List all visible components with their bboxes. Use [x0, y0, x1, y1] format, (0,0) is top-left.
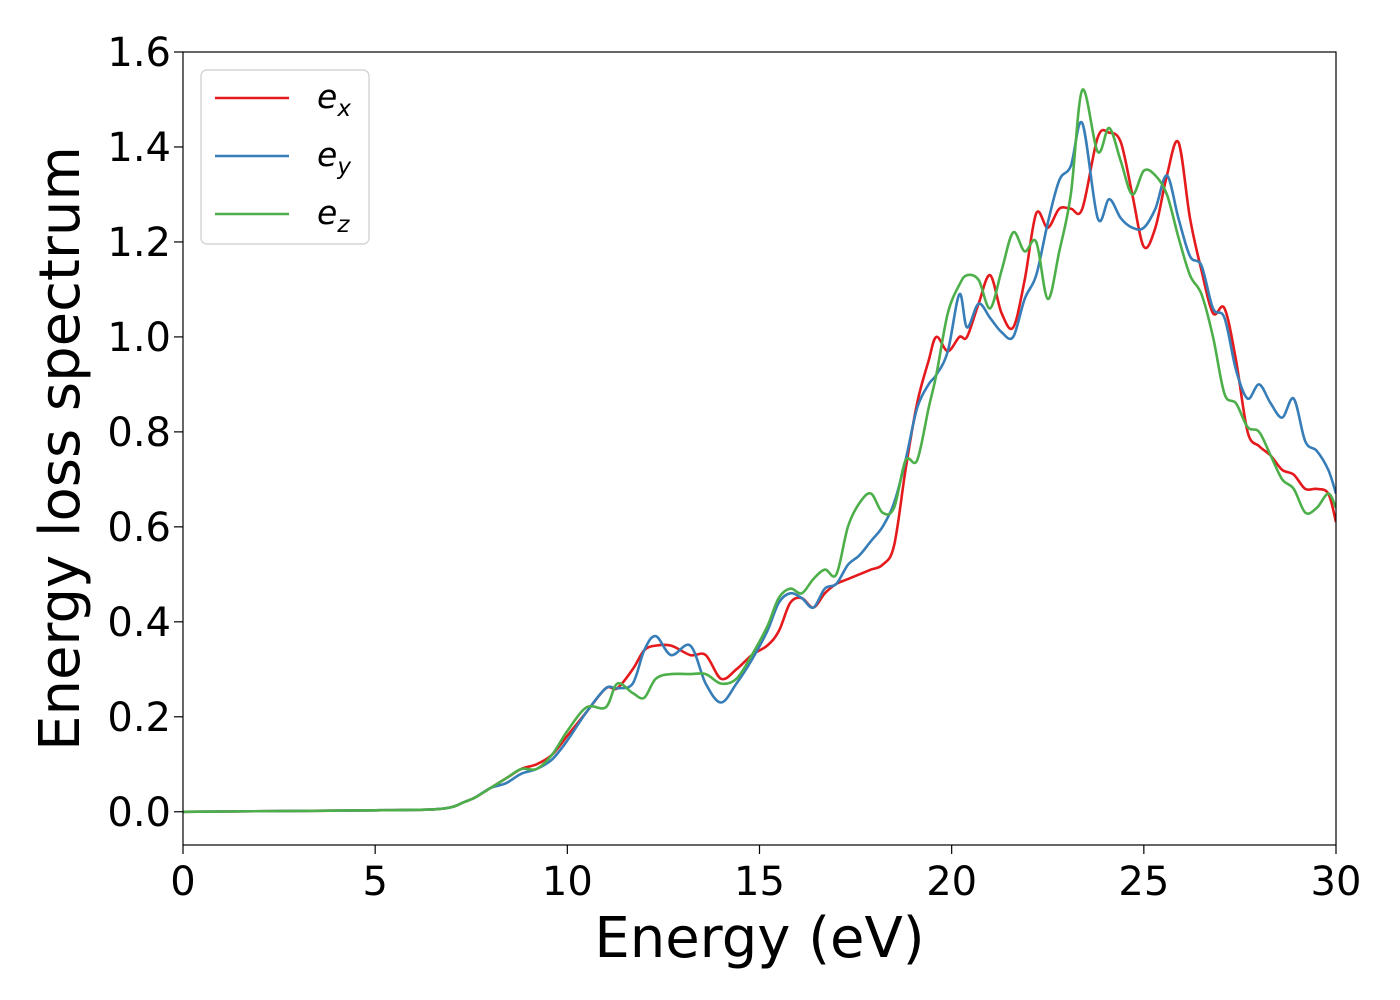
- series-line-e-z: [183, 88, 1336, 814]
- x-tick-label: 15: [734, 859, 785, 905]
- series-layer: [183, 88, 1336, 814]
- x-axis-ticks: 0 5 10 15 20 25 30: [170, 845, 1361, 905]
- legend-label: ex: [317, 77, 351, 122]
- x-tick-label: 30: [1311, 859, 1362, 905]
- y-axis-ticks: 0.0 0.2 0.4 0.6 0.8 1.0 1.2 1.4 1.6: [107, 30, 183, 836]
- legend-label: ey: [317, 135, 351, 180]
- series-line-e-y: [183, 120, 1336, 814]
- y-tick-label: 0.2: [107, 695, 171, 741]
- y-tick-label: 1.2: [107, 220, 171, 266]
- x-tick-label: 25: [1118, 859, 1169, 905]
- y-tick-label: 0.6: [107, 505, 171, 551]
- legend: ex ey ez: [200, 69, 370, 245]
- y-axis-label: Energy loss spectrum: [28, 146, 93, 751]
- x-tick-label: 5: [362, 859, 387, 905]
- y-tick-label: 1.6: [107, 30, 171, 76]
- y-tick-label: 1.0: [107, 315, 171, 361]
- y-tick-label: 0.0: [107, 790, 171, 836]
- y-tick-label: 1.4: [107, 125, 171, 171]
- x-tick-label: 20: [926, 859, 977, 905]
- y-tick-label: 0.4: [107, 600, 171, 646]
- x-tick-label: 10: [542, 859, 593, 905]
- legend-label: ez: [317, 193, 350, 238]
- x-tick-label: 0: [170, 859, 195, 905]
- y-tick-label: 0.8: [107, 410, 171, 456]
- x-axis-label: Energy (eV): [594, 906, 924, 971]
